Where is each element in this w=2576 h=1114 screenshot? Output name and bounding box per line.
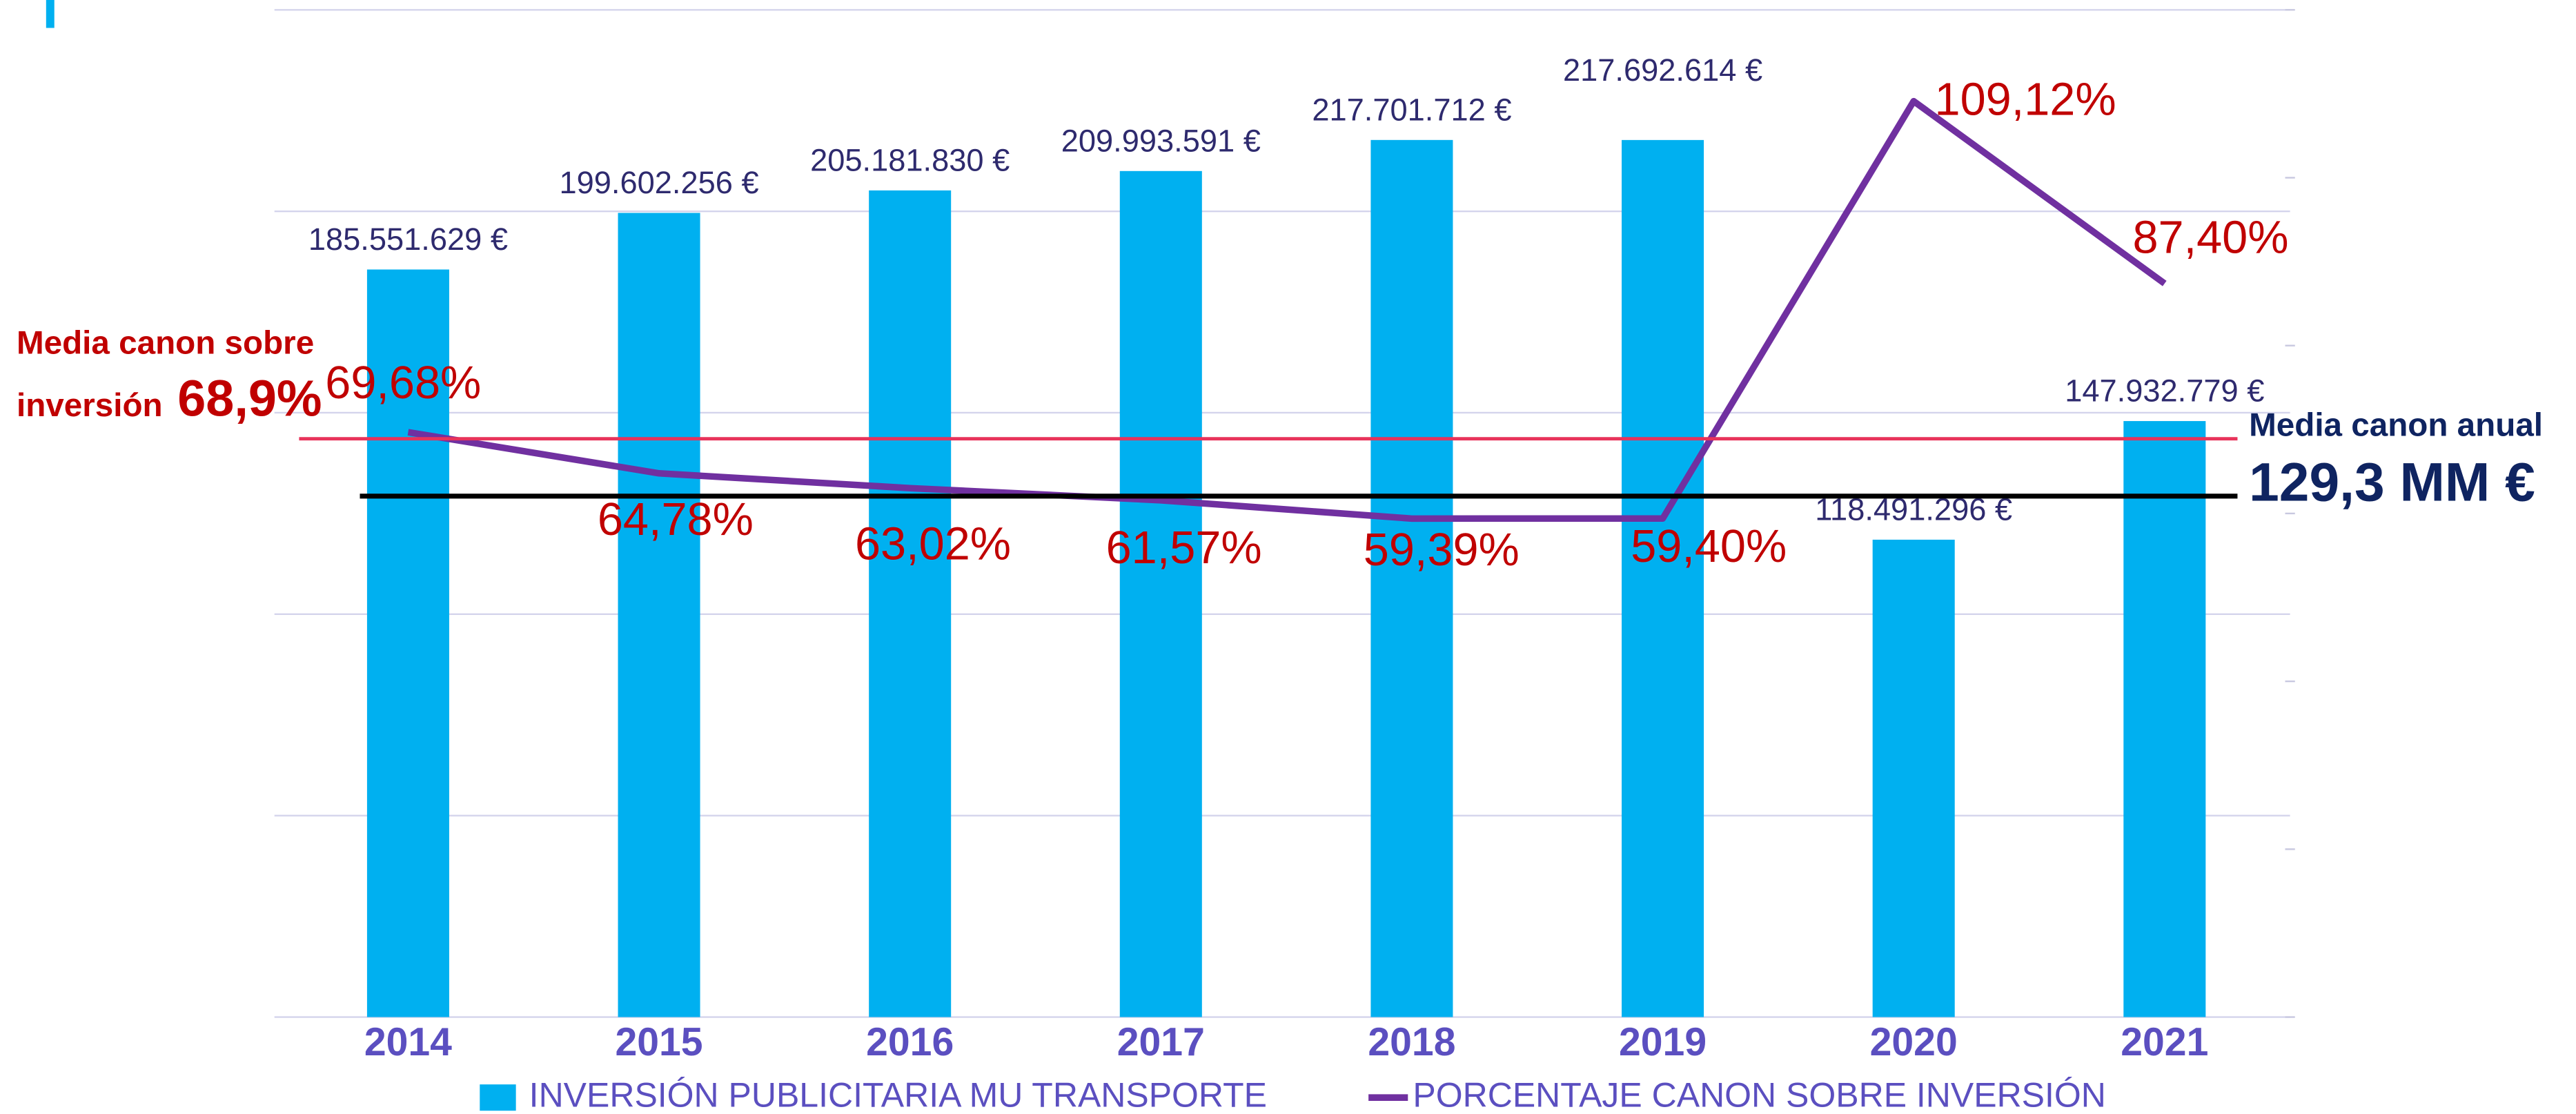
bar xyxy=(2123,421,2206,1017)
legend-label: PORCENTAJE CANON SOBRE INVERSIÓN xyxy=(1413,1075,2105,1114)
line-value-label: 63,02% xyxy=(855,518,1011,569)
annotation: Media canon anual xyxy=(2249,407,2543,444)
bar xyxy=(366,269,449,1017)
bar xyxy=(1119,170,1202,1017)
line xyxy=(407,97,2167,522)
bar-value-label: 205.181.830 € xyxy=(810,142,1010,177)
x-tick-label: 2016 xyxy=(866,1020,954,1064)
annotation: Media canon sobre xyxy=(17,324,314,361)
bar-value-label: 209.993.591 € xyxy=(1061,123,1261,158)
legend-label: INVERSIÓN PUBLICITARIA MU TRANSPORTE xyxy=(529,1075,1267,1114)
bar xyxy=(1622,139,1704,1017)
annotation: inversión xyxy=(17,387,163,424)
x-tick-label: 2018 xyxy=(1368,1020,1455,1064)
x-tick-label: 2020 xyxy=(1870,1020,1958,1064)
line-value-label: 59,39% xyxy=(1364,525,1520,576)
bar xyxy=(869,190,952,1017)
bar-value-label: 147.932.779 € xyxy=(2065,373,2264,409)
line-value-label: 69,68% xyxy=(325,358,481,409)
line-value-label: 109,12% xyxy=(1935,75,2116,126)
annotation-value: 129,3 MM € xyxy=(2249,451,2535,512)
legend-swatch xyxy=(480,1084,516,1111)
bar-value-label: 185.551.629 € xyxy=(308,222,508,257)
decoration xyxy=(46,0,55,28)
bar xyxy=(1370,139,1453,1017)
line-value-label: 59,40% xyxy=(1631,521,1787,572)
bar-value-label: 199.602.256 € xyxy=(559,165,758,200)
x-tick-label: 2014 xyxy=(364,1020,452,1064)
bar xyxy=(618,213,700,1017)
x-tick-label: 2015 xyxy=(616,1020,703,1064)
line-value-label: 64,78% xyxy=(598,494,754,545)
x-tick-label: 2021 xyxy=(2121,1020,2208,1064)
line-value-label: 87,40% xyxy=(2132,212,2288,263)
bar-value-label: 217.701.712 € xyxy=(1312,92,1511,127)
x-tick-label: 2017 xyxy=(1117,1020,1205,1064)
bar xyxy=(1872,539,1955,1017)
bar-value-label: 217.692.614 € xyxy=(1563,52,1762,88)
line-value-label: 61,57% xyxy=(1106,522,1262,574)
annotation-value: 68,9% xyxy=(177,370,322,427)
x-tick-label: 2019 xyxy=(1619,1020,1707,1064)
